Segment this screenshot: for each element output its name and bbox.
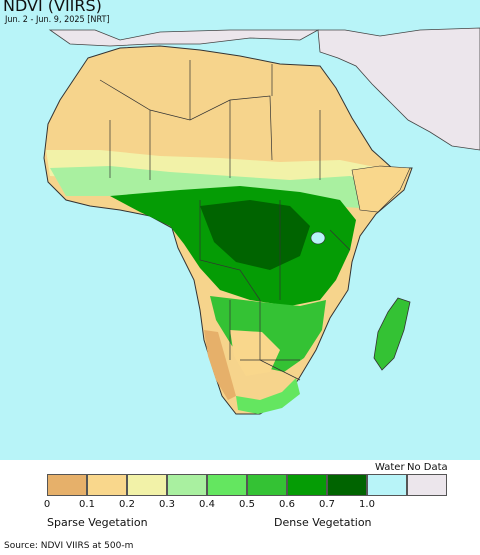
legend-tick-5: 0.5 [239, 499, 255, 510]
legend-water-label: Water [375, 462, 405, 473]
legend-tick-0: 0 [43, 499, 51, 510]
legend-swatch-2 [127, 474, 167, 496]
middle-east-land [317, 27, 480, 151]
lake-victoria [310, 231, 326, 245]
legend-tick-7: 0.7 [319, 499, 335, 510]
madagascar [373, 297, 411, 371]
legend-swatch-nodata [407, 474, 447, 496]
legend-tick-2: 0.2 [119, 499, 135, 510]
legend-high-label: Dense Vegetation [274, 516, 372, 529]
legend-swatch-6 [287, 474, 327, 496]
map-date-range: Jun. 2 - Jun. 9, 2025 [NRT] [5, 15, 110, 25]
namib-desert [204, 330, 236, 400]
legend-tick-6: 0.6 [279, 499, 295, 510]
legend-swatch-3 [167, 474, 207, 496]
europe-land [48, 29, 320, 47]
legend-nodata-label: No Data [407, 462, 448, 473]
southern-savanna [210, 296, 326, 372]
legend-swatch-water [367, 474, 407, 496]
ndvi-map: NDVI (VIIRS) Jun. 2 - Jun. 9, 2025 [NRT] [0, 0, 480, 460]
legend-swatch-5 [247, 474, 287, 496]
kalahari [230, 330, 280, 376]
forest-core [200, 200, 310, 270]
map-title: NDVI (VIIRS) [3, 0, 102, 15]
horn-of-africa [351, 165, 411, 213]
legend-tick-4: 0.4 [199, 499, 215, 510]
legend-swatch-1 [87, 474, 127, 496]
africa-map-svg [43, 27, 480, 415]
legend-tick-3: 0.3 [159, 499, 175, 510]
south-cape-green [236, 378, 300, 414]
source-credit: Source: NDVI VIIRS at 500-m [4, 541, 134, 551]
legend-swatch-0 [47, 474, 87, 496]
legend-low-label: Sparse Vegetation [47, 516, 148, 529]
country-borders [99, 60, 351, 381]
legend-tick-8: 1.0 [359, 499, 375, 510]
legend-tick-1: 0.1 [79, 499, 95, 510]
legend-swatch-4 [207, 474, 247, 496]
legend-swatch-7 [327, 474, 367, 496]
